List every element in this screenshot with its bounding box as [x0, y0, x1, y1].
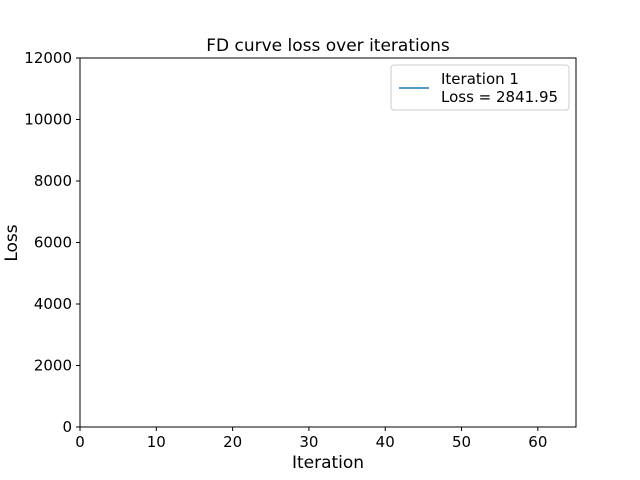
y-tick-label: 12000 — [24, 49, 72, 67]
x-tick-label: 20 — [223, 433, 242, 451]
y-tick-label: 6000 — [34, 234, 72, 252]
y-axis-label: Loss — [2, 224, 22, 261]
x-tick-label: 10 — [147, 433, 166, 451]
x-axis-label: Iteration — [292, 453, 364, 473]
legend-box — [390, 64, 570, 111]
legend-label-line-1: Iteration 1 — [441, 70, 519, 88]
x-tick-label: 50 — [452, 433, 471, 451]
x-tick-label: 0 — [75, 433, 85, 451]
y-tick-label: 4000 — [34, 295, 72, 313]
chart-title: FD curve loss over iterations — [206, 36, 450, 56]
y-tick-label: 8000 — [34, 172, 72, 190]
x-tick-label: 40 — [376, 433, 395, 451]
y-tick-label: 0 — [62, 418, 72, 436]
x-tick-label: 60 — [528, 433, 547, 451]
ticks-layer: 0 10 20 30 40 50 60 0 2000 4000 6000 8000 10000 12000 — [24, 49, 547, 451]
plot-background — [80, 58, 576, 427]
x-tick-label: 30 — [299, 433, 318, 451]
legend-label-line-2: Loss = 2841.95 — [441, 88, 558, 106]
legend: Iteration 1 Loss = 2841.95 — [390, 64, 570, 111]
y-tick-label: 2000 — [34, 357, 72, 375]
y-tick-label: 10000 — [24, 111, 72, 129]
plot-area — [80, 58, 576, 427]
